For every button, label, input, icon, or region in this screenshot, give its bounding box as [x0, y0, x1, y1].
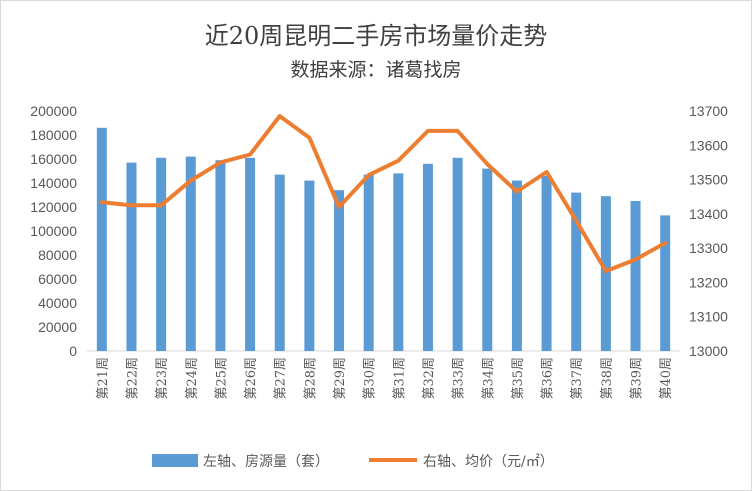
left-tick-label: 140000 [30, 175, 77, 191]
bar [541, 175, 552, 351]
bar [334, 190, 345, 351]
category-label: 第26周 [244, 357, 259, 400]
bar [511, 180, 522, 351]
left-tick-label: 160000 [30, 151, 77, 167]
category-label: 第33周 [452, 357, 467, 400]
left-tick-label: 180000 [30, 127, 77, 143]
category-label: 第24周 [185, 357, 200, 400]
bar [363, 174, 374, 351]
left-tick-label: 100000 [30, 223, 77, 239]
bar [482, 168, 493, 351]
line-series [99, 114, 668, 274]
category-label: 第37周 [570, 357, 585, 400]
chart-subtitle: 数据来源：诸葛找房 [290, 59, 461, 81]
category-label: 第38周 [600, 357, 615, 400]
line-point [575, 220, 577, 222]
legend-line-label: 右轴、均价（元/㎡） [423, 454, 554, 470]
left-tick-label: 40000 [38, 295, 77, 311]
legend-bar-label: 左轴、房源量（套） [203, 454, 329, 470]
bar [452, 157, 463, 351]
price-line [99, 114, 668, 274]
category-label: 第35周 [511, 357, 526, 400]
bar [126, 162, 137, 351]
category-label: 第21周 [96, 357, 111, 400]
category-label: 第23周 [155, 357, 170, 400]
line-point [427, 130, 429, 132]
legend-bar-swatch [152, 454, 198, 467]
legend: 左轴、房源量（套） 右轴、均价（元/㎡） [152, 454, 554, 470]
right-tick-label: 13300 [689, 240, 728, 256]
category-label: 第40周 [659, 357, 674, 400]
bar [422, 163, 433, 351]
bar [96, 127, 107, 351]
line-point [457, 130, 459, 132]
line-point [397, 160, 399, 162]
bar [393, 173, 404, 351]
category-label: 第30周 [363, 357, 378, 400]
right-tick-label: 13600 [689, 137, 728, 153]
right-axis: 13000 13100 13200 13300 13400 13500 13600 13700 [689, 103, 728, 359]
line-point [546, 171, 548, 173]
bar [304, 180, 315, 351]
bar [274, 174, 285, 351]
line-point [160, 204, 162, 206]
category-label: 第27周 [274, 357, 289, 400]
left-axis: 0 20000 40000 60000 80000 100000 120000 140000 1… [30, 103, 77, 359]
right-tick-label: 13700 [689, 103, 728, 119]
line-point [249, 154, 251, 156]
bar [600, 196, 611, 351]
line-point [130, 204, 132, 206]
bar [185, 156, 196, 351]
line-point [605, 270, 607, 272]
line-point [516, 191, 518, 193]
line-point [101, 201, 103, 203]
line-point [279, 115, 281, 117]
category-label: 第25周 [214, 357, 229, 400]
left-tick-label: 20000 [38, 319, 77, 335]
category-label: 第32周 [422, 357, 437, 400]
line-point [219, 161, 221, 163]
bar [660, 215, 671, 351]
line-point [190, 180, 192, 182]
category-label: 第36周 [541, 357, 556, 400]
left-tick-label: 60000 [38, 271, 77, 287]
right-tick-label: 13500 [689, 172, 728, 188]
bar [215, 160, 226, 351]
category-label: 第39周 [630, 357, 645, 400]
line-point [308, 137, 310, 139]
line-point [338, 206, 340, 208]
left-tick-label: 120000 [30, 199, 77, 215]
bar-series [96, 127, 671, 351]
category-label: 第28周 [303, 357, 318, 400]
right-tick-label: 13100 [689, 309, 728, 325]
line-point [368, 174, 370, 176]
bar [571, 192, 582, 351]
category-label: 第34周 [481, 357, 496, 400]
left-tick-label: 0 [69, 343, 77, 359]
right-tick-label: 13000 [689, 343, 728, 359]
line-point [664, 242, 666, 244]
chart-title: 近20周昆明二手房市场量价走势 [205, 22, 548, 50]
category-label: 第22周 [125, 357, 140, 400]
category-label: 第29周 [333, 357, 348, 400]
bar [245, 157, 256, 351]
line-point [486, 163, 488, 165]
bar [156, 157, 167, 351]
category-label: 第31周 [392, 357, 407, 400]
left-tick-label: 200000 [30, 103, 77, 119]
right-tick-label: 13200 [689, 274, 728, 290]
left-tick-label: 80000 [38, 247, 77, 263]
category-axis: 第21周 第22周 第23周 第24周 第25周 第26周 第27周 第28周 第29周 第30周… [96, 357, 674, 400]
right-tick-label: 13400 [689, 206, 728, 222]
line-point [635, 258, 637, 260]
bar [630, 201, 641, 351]
